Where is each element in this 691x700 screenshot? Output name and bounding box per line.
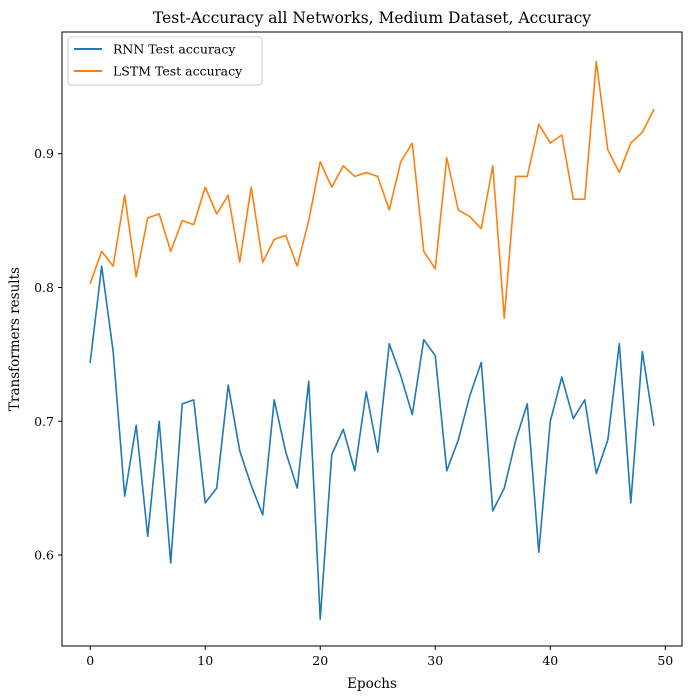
series-layer: [89, 60, 655, 621]
legend: RNN Test accuracy LSTM Test accuracy: [67, 36, 263, 86]
chart-title: Test-Accuracy all Networks, Medium Datas…: [153, 9, 591, 27]
legend-label-rnn: RNN Test accuracy: [113, 42, 236, 57]
series-line-lstm: [89, 60, 655, 320]
x-tick-label: 20: [312, 653, 328, 668]
x-axis: 0 10 20 30 40 50: [86, 646, 673, 668]
series-line-rnn: [89, 265, 655, 621]
x-tick-label: 0: [86, 653, 94, 668]
y-axis-label: Transformers results: [7, 267, 23, 411]
y-tick-label: 0.6: [34, 548, 54, 563]
y-tick-label: 0.8: [34, 280, 54, 295]
legend-label-lstm: LSTM Test accuracy: [113, 64, 243, 79]
x-axis-label: Epochs: [347, 676, 397, 692]
x-tick-label: 30: [427, 653, 443, 668]
plot-area-frame: [61, 31, 683, 647]
legend-box: [67, 36, 263, 86]
x-tick-label: 10: [197, 653, 213, 668]
x-tick-label: 40: [542, 653, 558, 668]
y-axis: 0.6 0.7 0.8 0.9: [34, 146, 62, 563]
x-tick-label: 50: [657, 653, 673, 668]
y-tick-label: 0.9: [34, 146, 54, 161]
y-tick-label: 0.7: [34, 414, 54, 429]
